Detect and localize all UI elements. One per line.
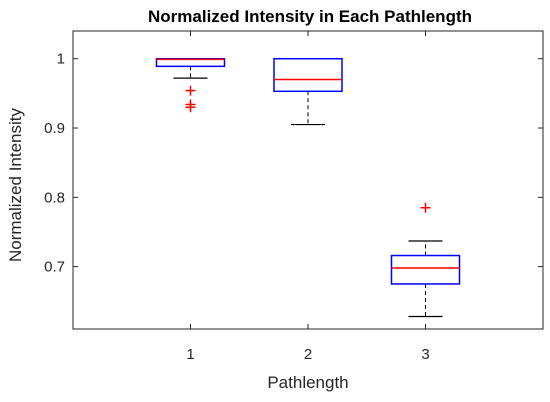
plot-frame [72, 30, 544, 330]
box-iqr [390, 254, 461, 285]
x-tick-label: 2 [304, 346, 312, 363]
y-tick-label: 0.7 [44, 259, 65, 276]
y-tick-label: 0.8 [44, 189, 65, 206]
plot-area: 0.7 0.8 0.9 1 1 2 3 [44, 30, 544, 363]
x-tick-label: 3 [421, 346, 429, 363]
y-tick-label: 1 [57, 51, 65, 68]
outlier-marker [185, 102, 196, 113]
outlier-marker [420, 202, 431, 213]
x-tick-label: 1 [186, 346, 194, 363]
y-axis-label: Normalized Intensity [6, 108, 25, 263]
outlier-marker [185, 85, 196, 96]
y-tick-label: 0.9 [44, 120, 65, 137]
chart-title: Normalized Intensity in Each Pathlength [148, 7, 472, 26]
x-axis-label: Pathlength [267, 373, 348, 392]
box-iqr [273, 57, 343, 93]
